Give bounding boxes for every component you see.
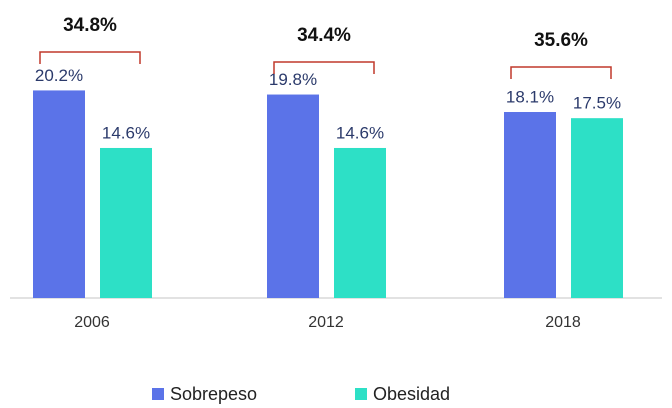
value-label: 14.6% [336,123,384,142]
bar [504,112,556,298]
total-bracket [39,51,141,64]
total-bracket [273,61,375,74]
value-label: 19.8% [269,70,317,89]
bar [267,94,319,298]
bar [334,147,386,298]
legend-label: Obesidad [373,384,450,404]
legend-label: Sobrepeso [170,384,257,404]
value-label: 18.1% [506,87,554,106]
value-label: 14.6% [102,123,150,142]
total-label: 34.8% [63,15,117,36]
x-tick-label: 2018 [545,314,581,331]
total-bracket [510,66,612,79]
value-label: 20.2% [35,66,83,85]
bar [100,147,152,298]
bar [33,90,85,299]
x-tick-label: 2006 [74,314,110,331]
total-label: 35.6% [534,30,588,51]
x-tick-label: 2012 [308,314,344,331]
value-label: 17.5% [573,94,621,113]
bar [571,118,623,298]
total-label: 34.4% [297,25,351,46]
legend-swatch [152,388,164,400]
legend-swatch [355,388,367,400]
